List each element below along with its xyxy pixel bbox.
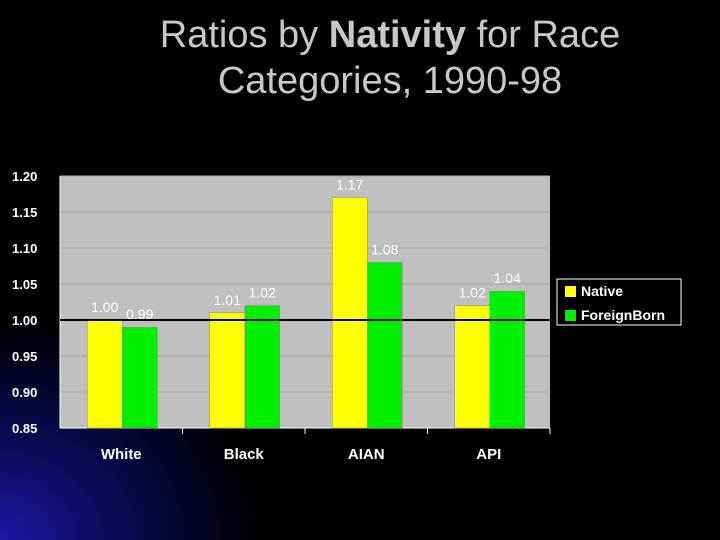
y-tick-label: 1.15	[12, 205, 37, 220]
y-tick-label: 0.85	[12, 421, 37, 436]
legend-label: Native	[581, 283, 623, 299]
title-text-post: for Race	[466, 14, 621, 56]
bar-native	[332, 197, 368, 429]
bar-foreignborn	[122, 326, 158, 429]
slide-title: Ratios by Nativity for Race Categories, …	[100, 12, 680, 104]
x-tick-label: API	[476, 446, 501, 463]
y-tick-label: 1.00	[12, 313, 37, 328]
data-label: 1.00	[91, 299, 118, 315]
y-tick-label: 1.05	[12, 277, 37, 292]
title-text-pre: Ratios by	[159, 14, 329, 56]
y-tick-label: 1.10	[12, 241, 37, 256]
x-tick-label: AIAN	[348, 446, 385, 463]
title-text-bold: Nativity	[328, 14, 467, 56]
x-tick-label: Black	[224, 446, 265, 463]
data-label: 1.02	[459, 285, 486, 301]
legend-swatch	[565, 310, 576, 321]
legend-box	[556, 278, 682, 326]
data-label: 1.01	[214, 292, 241, 308]
data-label: 1.08	[371, 241, 398, 257]
title-text-line2: Categories, 1990-98	[217, 60, 563, 102]
legend-label: ForeignBorn	[581, 307, 665, 323]
y-tick-label: 0.90	[12, 385, 37, 400]
data-label: 1.02	[249, 285, 276, 301]
data-label: 1.17	[336, 177, 363, 193]
legend-swatch	[565, 286, 576, 297]
bar-foreignborn	[489, 290, 525, 429]
data-label: 0.99	[126, 306, 153, 322]
data-label: 1.04	[494, 270, 521, 286]
y-tick-label: 0.95	[12, 349, 37, 364]
bar-native	[454, 305, 490, 429]
y-tick-label: 1.20	[12, 169, 37, 184]
x-tick-label: White	[101, 446, 142, 463]
bar-native	[209, 312, 245, 429]
bar-foreignborn	[367, 262, 403, 429]
bar-foreignborn	[244, 305, 280, 429]
bar-native	[87, 319, 123, 429]
